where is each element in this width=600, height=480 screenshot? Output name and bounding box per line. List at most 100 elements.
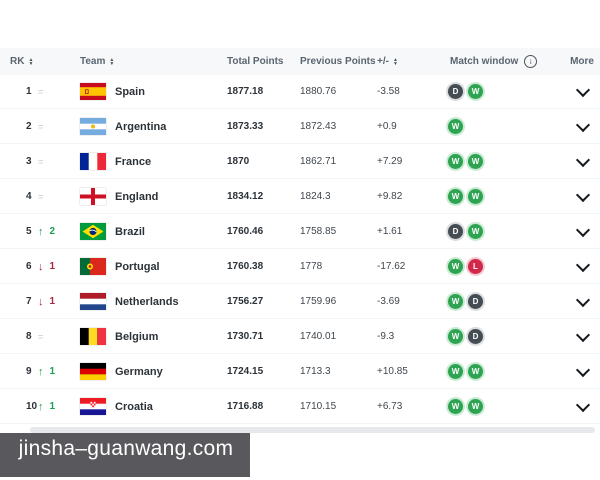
total-points: 1730.71 [227,331,264,342]
rank-number: 1 [26,86,32,97]
team-cell: Brazil [80,215,227,248]
match-result-badge-L: L [468,259,483,274]
points-change: +1.61 [377,226,403,237]
team-name[interactable]: France [115,155,152,168]
no-change-icon: = [38,331,44,342]
chevron-down-icon [575,222,591,237]
sort-arrows-icon[interactable]: ▲ ▼ [109,56,115,67]
team-name[interactable]: Belgium [115,330,159,343]
points-change: +6.73 [377,401,403,412]
team-name[interactable]: Spain [115,85,145,98]
match-result-badge-W: W [468,399,483,414]
rank-cell: 7 [0,285,38,318]
rank-cell: 10 [0,390,38,423]
expand-row-button[interactable] [560,390,600,423]
rank-change-count: 1 [49,261,56,272]
column-header-plus-minus[interactable]: +/- ▲ ▼ [377,56,450,67]
team-name[interactable]: England [115,190,159,203]
expand-row-button[interactable] [560,355,600,388]
rank-change-count: 2 [49,226,56,237]
expand-row-button[interactable] [560,320,600,353]
col-team-label: Team [80,56,106,67]
sort-arrows-icon[interactable]: ▲ ▼ [28,56,34,67]
team-cell: Croatia [80,390,227,423]
column-header-team[interactable]: Team ▲ ▼ [80,56,227,67]
rank-cell: 5 [0,215,38,248]
team-name[interactable]: Portugal [115,260,160,273]
match-result-badge-D: D [448,84,463,99]
previous-points: 1872.43 [300,121,337,132]
chevron-down-icon [575,117,591,132]
rank-up-icon: ↑ [38,225,44,238]
column-header-previous-points: Previous Points [300,56,377,67]
team-name[interactable]: Netherlands [115,295,179,308]
previous-points: 1880.76 [300,86,337,97]
team-name[interactable]: Brazil [115,225,145,238]
rank-change-cell: = [38,320,80,353]
points-change: -9.3 [377,331,395,342]
match-result-badge-W: W [468,189,483,204]
points-change: +0.9 [377,121,397,132]
watermark-shadow [0,433,250,477]
expand-row-button[interactable] [560,250,600,283]
flag-fr [80,153,106,170]
expand-row-button[interactable] [560,215,600,248]
points-change: +10.85 [377,366,408,377]
match-result-badge-W: W [468,364,483,379]
expand-row-button[interactable] [560,180,600,213]
flag-ar [80,118,106,135]
sort-arrows-icon[interactable]: ▲ ▼ [392,56,398,67]
column-header-rk[interactable]: RK ▲ ▼ [0,56,80,67]
team-name[interactable]: Croatia [115,400,153,413]
rank-change-cell: = [38,145,80,178]
col-match-label: Match window [450,56,519,67]
col-total-label: Total Points [227,56,284,67]
total-points: 1760.46 [227,226,264,237]
rank-number: 2 [26,121,32,132]
team-name[interactable]: Argentina [115,120,167,133]
info-icon[interactable]: i [524,55,538,68]
rank-number: 6 [26,261,32,272]
column-header-total-points: Total Points [227,56,300,67]
flag-be [80,328,106,345]
rank-up-icon: ↑ [38,400,44,413]
rank-number: 5 [26,226,32,237]
rank-change-cell: ↑ 1 [38,355,80,388]
match-window-badges: W [448,110,560,143]
chevron-down-icon [575,257,591,272]
match-result-badge-D: D [448,224,463,239]
team-name[interactable]: Germany [115,365,163,378]
expand-row-button[interactable] [560,110,600,143]
match-result-badge-D: D [468,294,483,309]
col-rk-label: RK [10,56,25,67]
points-change: -3.58 [377,86,400,97]
total-points: 1756.27 [227,296,264,307]
chevron-down-icon [575,397,591,412]
rank-cell: 3 [0,145,38,178]
column-header-match-window: Match window i [450,55,560,68]
table-row: 2 = Argentina 1873.33 1872.43 +0.9 W [0,110,600,143]
rank-change-cell: = [38,75,80,108]
expand-row-button[interactable] [560,145,600,178]
team-cell: Portugal [80,250,227,283]
expand-row-button[interactable] [560,75,600,108]
flag-nl [80,293,106,310]
rank-change-cell: = [38,110,80,143]
match-result-badge-W: W [448,294,463,309]
horizontal-scrollbar[interactable] [30,427,595,433]
expand-row-button[interactable] [560,285,600,318]
rank-change-cell: = [38,180,80,213]
team-cell: Argentina [80,110,227,143]
flag-hr [80,398,106,415]
match-result-badge-W: W [448,154,463,169]
